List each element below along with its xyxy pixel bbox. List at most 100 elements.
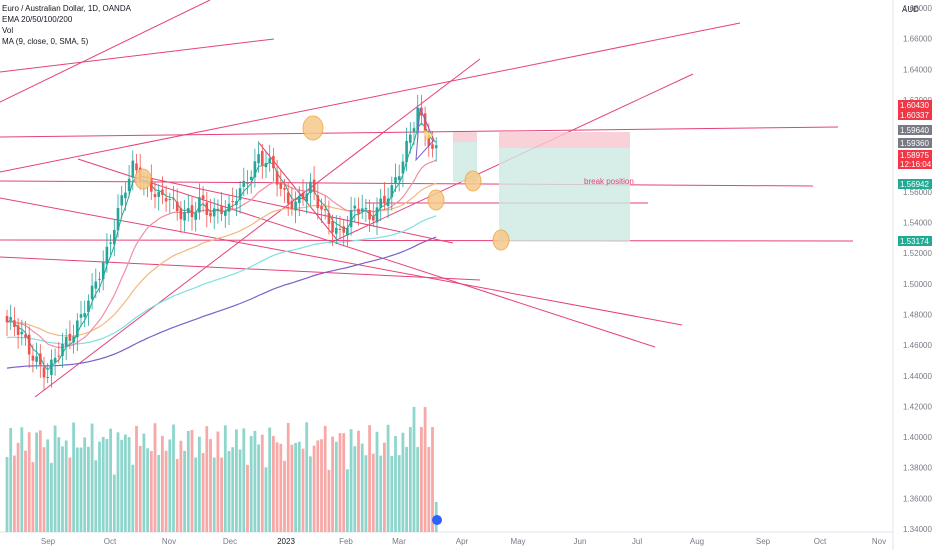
volume-bar	[186, 430, 190, 532]
candle-body	[286, 192, 290, 204]
trend-line	[0, 38, 275, 73]
pattern-triangle	[415, 107, 435, 162]
volume-bar	[53, 425, 57, 532]
x-tick-label: Oct	[814, 537, 827, 546]
candle-body	[179, 208, 183, 220]
pattern-marker	[424, 130, 434, 140]
volume-bar	[172, 424, 175, 532]
volume-bar	[75, 447, 79, 532]
candle-body	[79, 314, 83, 318]
volume-bar	[327, 469, 331, 532]
candle-body	[76, 320, 79, 338]
volume-bar	[57, 437, 61, 532]
volume-bar	[309, 456, 312, 532]
trend-line	[34, 58, 481, 398]
candle-body	[368, 210, 371, 220]
y-tick-label: 1.56000	[903, 188, 932, 197]
volume-bar	[198, 436, 201, 532]
highlight-circle	[134, 168, 152, 190]
volume-bar	[35, 432, 38, 532]
volume-bar	[257, 444, 260, 532]
volume-bar	[290, 444, 294, 532]
y-tick-label: 1.48000	[903, 310, 932, 319]
y-tick-label: 1.64000	[903, 65, 932, 74]
trend-line	[0, 126, 839, 138]
volume-bar	[334, 441, 338, 532]
candle-body	[268, 158, 271, 164]
y-tick-label: 1.52000	[903, 249, 932, 258]
candle-body	[401, 161, 405, 174]
candle-body	[150, 177, 153, 192]
x-tick-label: Sep	[756, 537, 771, 546]
price-tag-label: 1.53174	[900, 237, 929, 246]
candle-body	[323, 209, 327, 211]
volume-bar	[368, 425, 371, 532]
y-tick-label: 1.42000	[903, 402, 932, 411]
y-tick-label: 1.50000	[903, 280, 932, 289]
trend-line	[0, 180, 814, 187]
candle-body	[124, 192, 127, 199]
volume-bar	[249, 435, 253, 532]
candle-body	[64, 336, 68, 347]
legend-ema[interactable]: EMA 20/50/100/200	[2, 15, 73, 24]
candle-body	[216, 208, 220, 211]
volume-bar	[416, 447, 420, 532]
legend-symbol[interactable]: Euro / Australian Dollar, 1D, OANDA	[2, 4, 131, 13]
volume-bar	[127, 437, 131, 532]
volume-bar	[420, 427, 423, 532]
candle-body	[253, 161, 257, 178]
candle-body	[249, 176, 253, 180]
legend-ma[interactable]: MA (9, close, 0, SMA, 5)	[2, 37, 89, 46]
volume-bar	[320, 439, 323, 532]
volume-bar	[353, 446, 357, 532]
candle-body	[346, 227, 349, 236]
ema100-line	[6, 215, 437, 345]
legend-vol[interactable]: Vol	[2, 26, 14, 35]
candle-body	[168, 199, 172, 201]
highlight-circle	[464, 170, 482, 192]
volume-bar	[131, 464, 135, 532]
price-tag-label: 1.56942	[900, 180, 929, 189]
volume-bar	[323, 425, 327, 532]
candle-body	[187, 208, 190, 214]
volume-bar	[201, 453, 205, 532]
candle-body	[327, 212, 331, 224]
candle-body	[386, 198, 390, 207]
volume-bar	[338, 433, 342, 532]
trend-line	[258, 142, 339, 242]
volume-bar	[9, 427, 13, 532]
volume-bar	[183, 450, 186, 532]
volume-bar	[220, 457, 223, 532]
volume-bar	[383, 442, 386, 532]
candle-body	[238, 188, 242, 200]
x-tick-label: Jul	[632, 537, 642, 546]
x-tick-label: Mar	[392, 537, 406, 546]
volume-bar	[109, 428, 112, 532]
candle-body	[309, 181, 312, 194]
candle-body	[35, 356, 38, 362]
y-tick-label: 1.38000	[903, 464, 932, 473]
volume-bar	[13, 455, 16, 532]
candle-body	[183, 211, 186, 221]
volume-bar	[397, 455, 401, 532]
volume-bar	[264, 467, 268, 532]
price-tag-label: 1.60337	[900, 111, 929, 120]
volume-bar	[346, 469, 349, 532]
candle-body	[57, 355, 61, 357]
highlight-circle	[427, 189, 445, 211]
candle-body	[349, 210, 353, 228]
price-tag	[898, 100, 932, 110]
candle-body	[42, 367, 46, 378]
highlight-circle	[302, 115, 324, 141]
candle-body	[331, 220, 334, 233]
volume-bar	[116, 432, 120, 532]
volume-bar	[235, 429, 238, 532]
trend-line	[0, 22, 741, 173]
candle-body	[357, 208, 360, 214]
volume-bar	[50, 462, 53, 532]
candle-body	[109, 242, 112, 244]
volume-bar	[371, 453, 375, 532]
y-tick-label: 1.68000	[903, 4, 932, 13]
